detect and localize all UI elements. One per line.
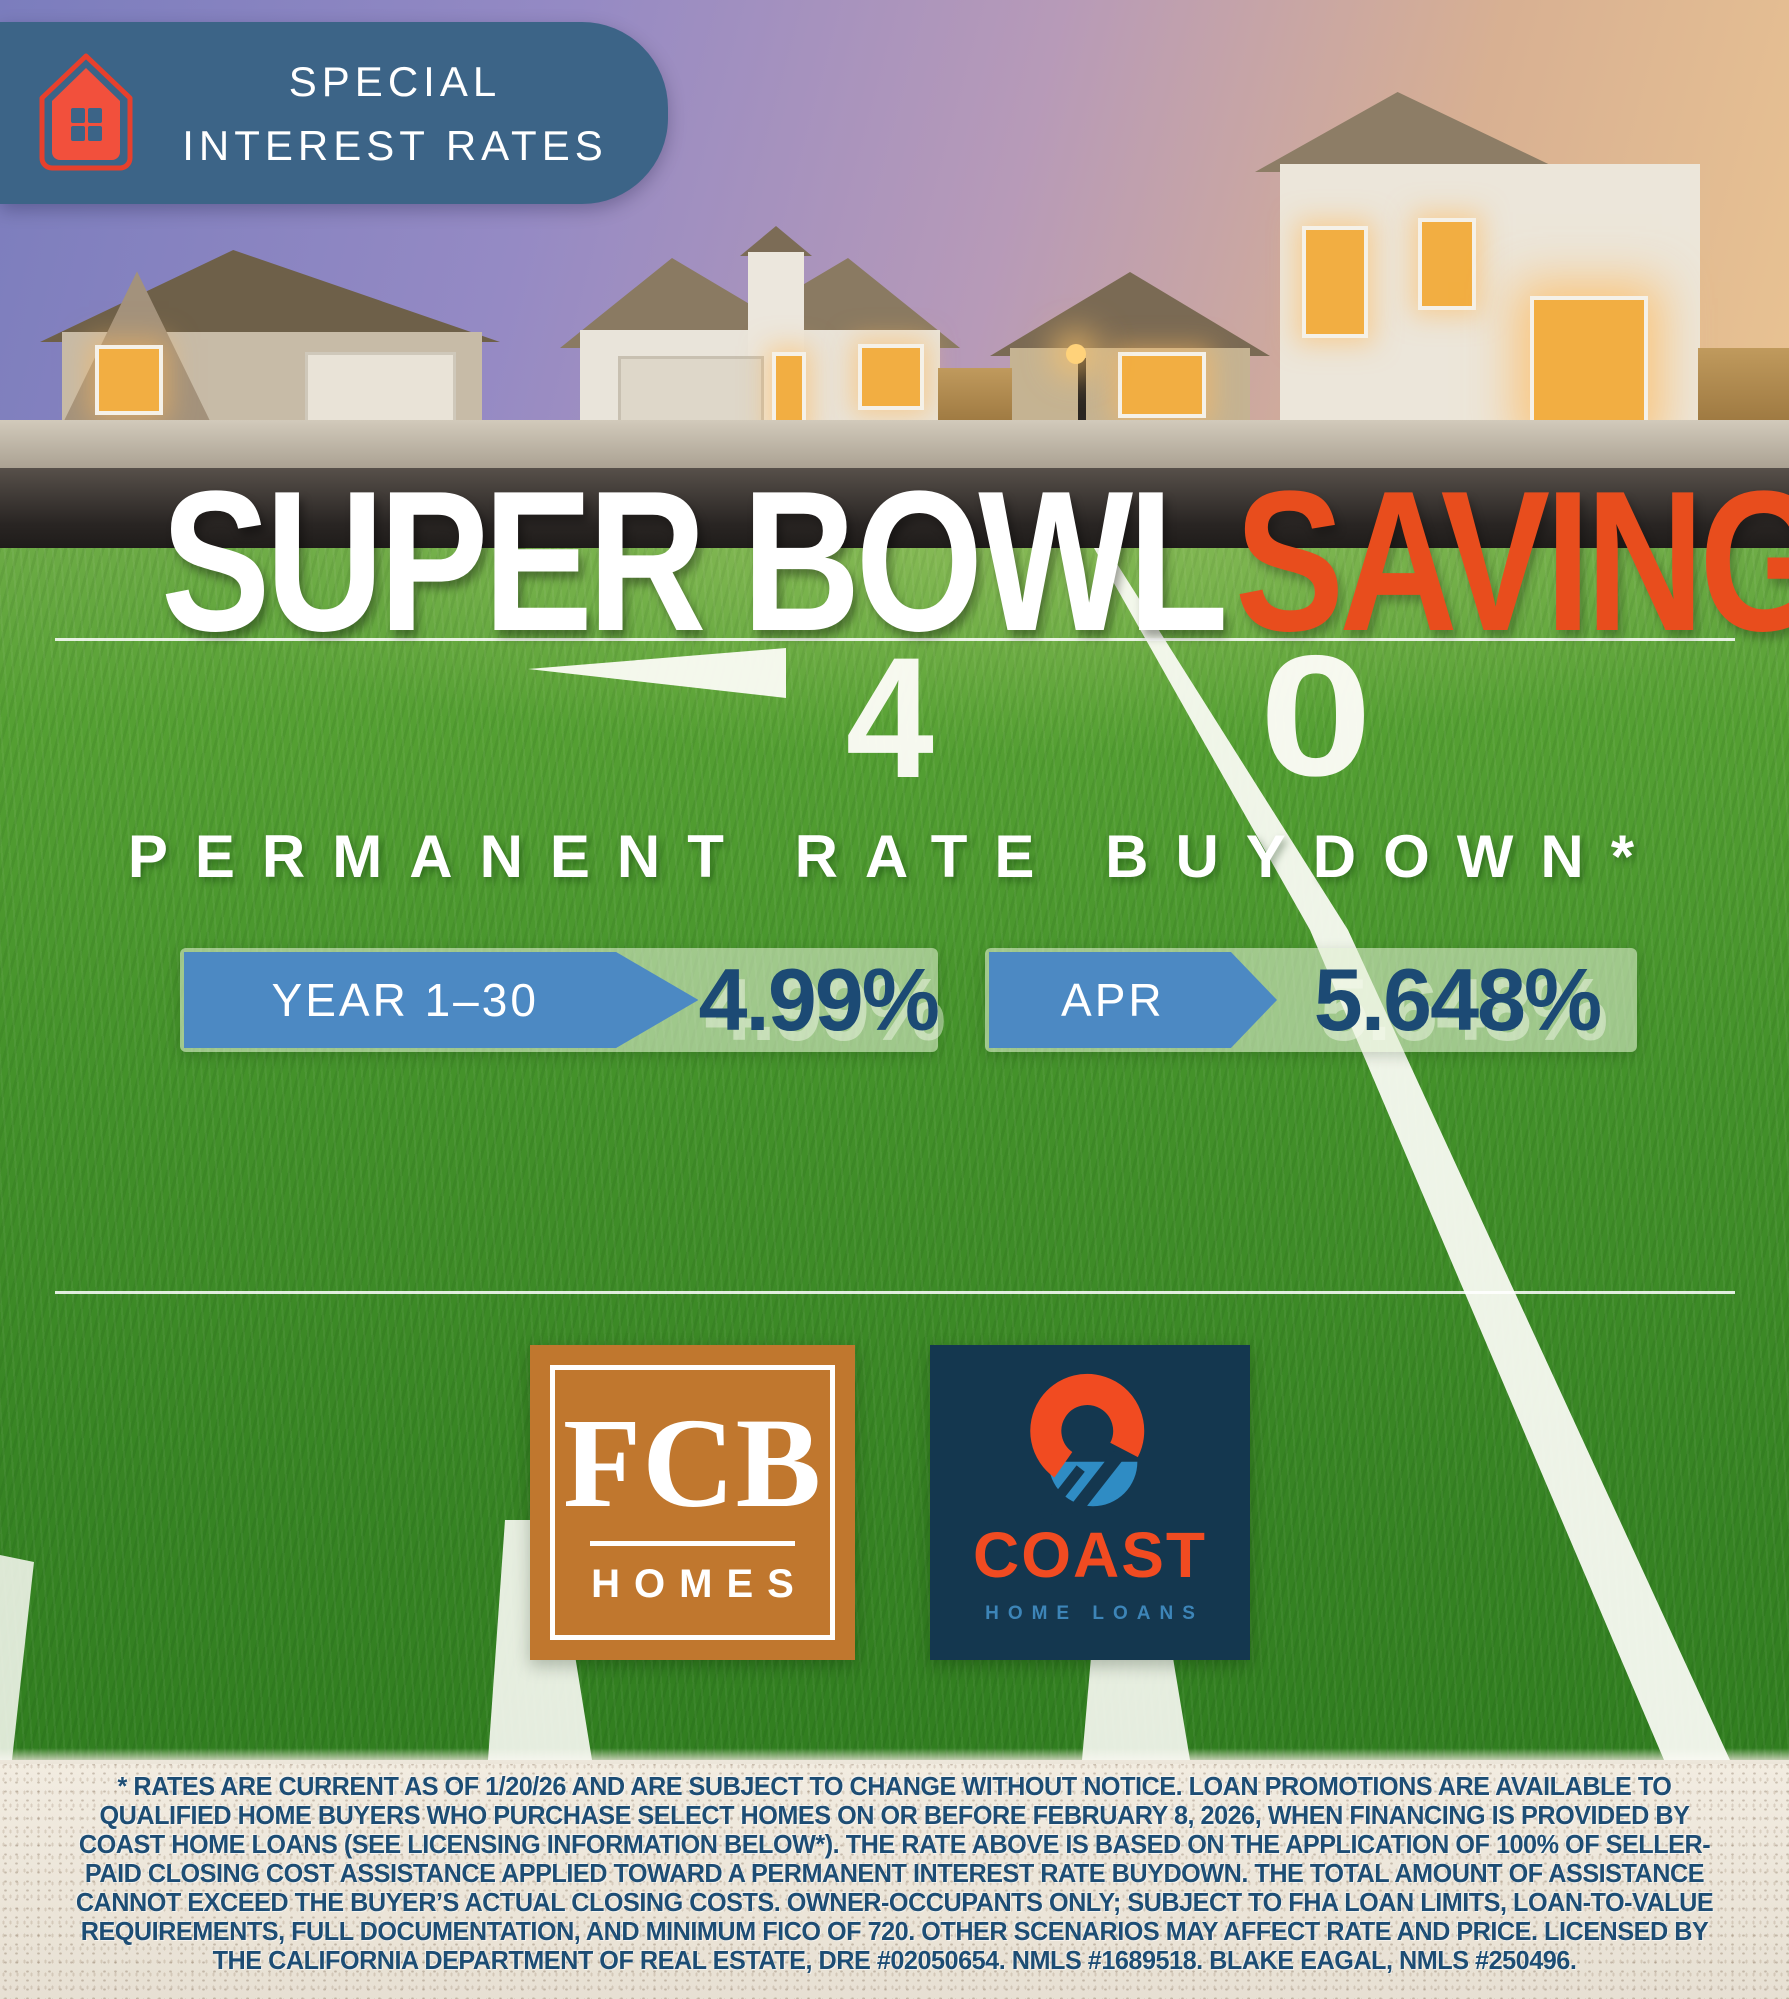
disclaimer-line: * RATES ARE CURRENT AS OF 1/20/26 AND AR… [117,1771,1672,1801]
rate-label: APR [1061,974,1165,1026]
house-shape [40,250,500,342]
house-window [1302,226,1368,338]
sidewalk [0,420,1789,468]
coast-tagline: HOME LOANS [985,1603,1204,1624]
front-door-glow [1530,296,1648,433]
subtitle-rate-buydown: PERMANENT RATE BUYDOWN* [127,823,1662,890]
disclaimer-line: THE CALIFORNIA DEPARTMENT OF REAL ESTATE… [212,1945,1577,1975]
field-paint-band [0,1760,1789,1999]
road [0,468,1789,548]
fcb-logo-frame: FCB HOMES [550,1365,835,1640]
yard-number-0: 0 [1259,620,1373,812]
coast-home-loans-logo: COAST HOME LOANS [930,1345,1250,1660]
special-rates-badge: SPECIAL INTEREST RATES [0,22,668,204]
title-super-bowl: SUPER BOWL [161,450,1228,673]
lamp-light [1066,344,1086,364]
disclaimer-line: PAID CLOSING COST ASSISTANCE APPLIED TOW… [84,1858,1705,1888]
badge-text: SPECIAL INTEREST RATES [150,48,640,180]
fcb-divider [590,1540,795,1546]
badge-line-2: INTEREST RATES [182,122,608,169]
house-window [95,345,163,415]
house-shape [990,272,1270,356]
rate-label-pennant: APR [989,952,1277,1048]
rate-value: 4.99% [698,950,940,1049]
rate-box-apr: APR 5.648% [985,948,1637,1052]
coast-mark-icon [1030,1373,1145,1521]
fcb-acronym: FCB [563,1391,822,1534]
separator-line-top [55,638,1735,641]
disclaimer-line: REQUIREMENTS, FULL DOCUMENTATION, AND MI… [80,1916,1709,1946]
lamp-post [1078,358,1086,468]
legal-disclaimer: * RATES ARE CURRENT AS OF 1/20/26 AND AR… [66,1772,1724,1975]
rate-label: YEAR 1–30 [271,974,539,1026]
fence [1698,348,1789,425]
house-icon [39,53,133,171]
house-window [1118,352,1206,418]
rate-box-year: YEAR 1–30 4.99% [180,948,940,1052]
hero-photo [0,0,1789,548]
yard-number-4: 4 [845,622,934,814]
badge-line-1: SPECIAL [288,58,502,105]
rate-label-pennant: YEAR 1–30 [184,952,699,1048]
house-window [858,344,924,410]
fcb-word: HOMES [591,1561,808,1606]
fence [938,368,1012,425]
disclaimer-line: QUALIFIED HOME BUYERS WHO PURCHASE SELEC… [99,1800,1690,1830]
field-paint-edge [0,1748,1789,1764]
coast-name: COAST [973,1519,1207,1591]
title-savings: SAVINGS [1234,450,1789,673]
separator-line-bottom [55,1291,1735,1294]
house-shape [1255,92,1565,172]
disclaimer-line: CANNOT EXCEED THE BUYER’S ACTUAL CLOSING… [75,1887,1714,1917]
window-panes-icon [71,108,102,141]
rate-value: 5.648% [1313,950,1602,1049]
page-title: SUPER BOWLSAVINGS [161,462,1789,662]
house-window [1418,218,1476,310]
disclaimer-line: COAST HOME LOANS (SEE LICENSING INFORMAT… [78,1829,1711,1859]
fcb-homes-logo: FCB HOMES [530,1345,855,1660]
football-field [0,548,1789,1760]
